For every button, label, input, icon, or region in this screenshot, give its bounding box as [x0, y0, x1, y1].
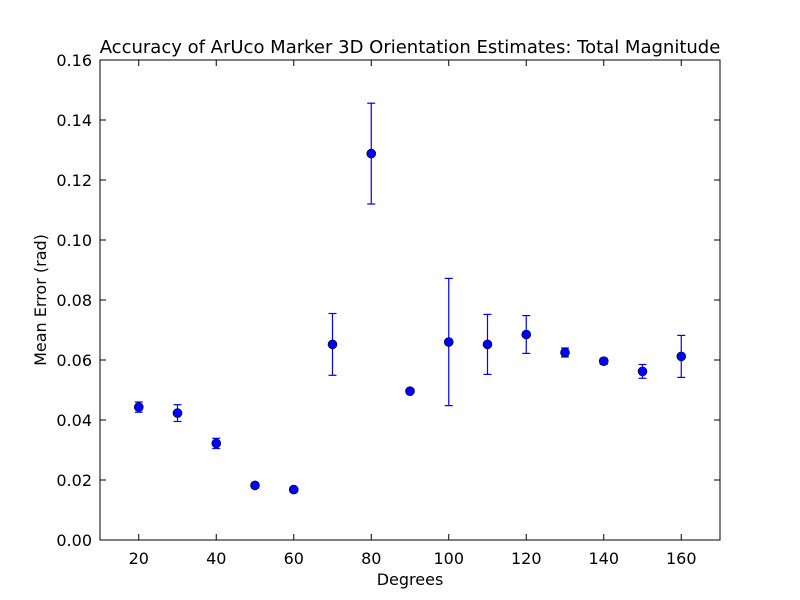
data-point [482, 339, 493, 350]
data-point [327, 339, 338, 350]
data-point [366, 148, 377, 159]
y-tick-label: 0.08 [56, 291, 92, 310]
x-tick-label: 40 [206, 549, 226, 568]
data-point [250, 480, 260, 491]
plot-area-frame [99, 59, 721, 541]
y-tick-label: 0.12 [56, 171, 92, 190]
x-tick-label: 120 [511, 549, 542, 568]
axis-ticks: 20 40 60 80 100 120 140 160 0.00 0.02 0.04 0.06 0.08… [56, 51, 720, 568]
data-point [211, 438, 222, 449]
y-tick-label: 0.04 [56, 411, 92, 430]
data-point [172, 408, 183, 418]
data-marks [133, 102, 687, 495]
y-tick-label: 0.14 [56, 111, 92, 130]
x-tick-label: 140 [588, 549, 619, 568]
data-point [598, 356, 609, 367]
y-tick-label: 0.02 [56, 471, 92, 490]
data-point [133, 402, 144, 412]
data-point [405, 386, 415, 397]
y-axis-label: Mean Error (rad) [31, 234, 50, 366]
y-tick-label: 0.06 [56, 351, 92, 370]
x-axis-label: Degrees [377, 570, 444, 589]
data-point [637, 366, 648, 377]
x-tick-label: 160 [666, 549, 697, 568]
data-point [560, 347, 570, 358]
x-tick-label: 80 [361, 549, 381, 568]
x-tick-label: 100 [433, 549, 464, 568]
x-tick-label: 60 [284, 549, 304, 568]
y-tick-label: 0.10 [56, 231, 92, 250]
data-point [676, 351, 687, 362]
chart-title: Accuracy of ArUco Marker 3D Orientation … [100, 37, 721, 58]
data-point [443, 337, 454, 347]
data-point [288, 484, 299, 495]
x-tick-label: 20 [129, 549, 149, 568]
y-tick-label: 0.16 [56, 51, 92, 70]
data-point [521, 329, 532, 340]
y-tick-label: 0.00 [56, 531, 92, 550]
